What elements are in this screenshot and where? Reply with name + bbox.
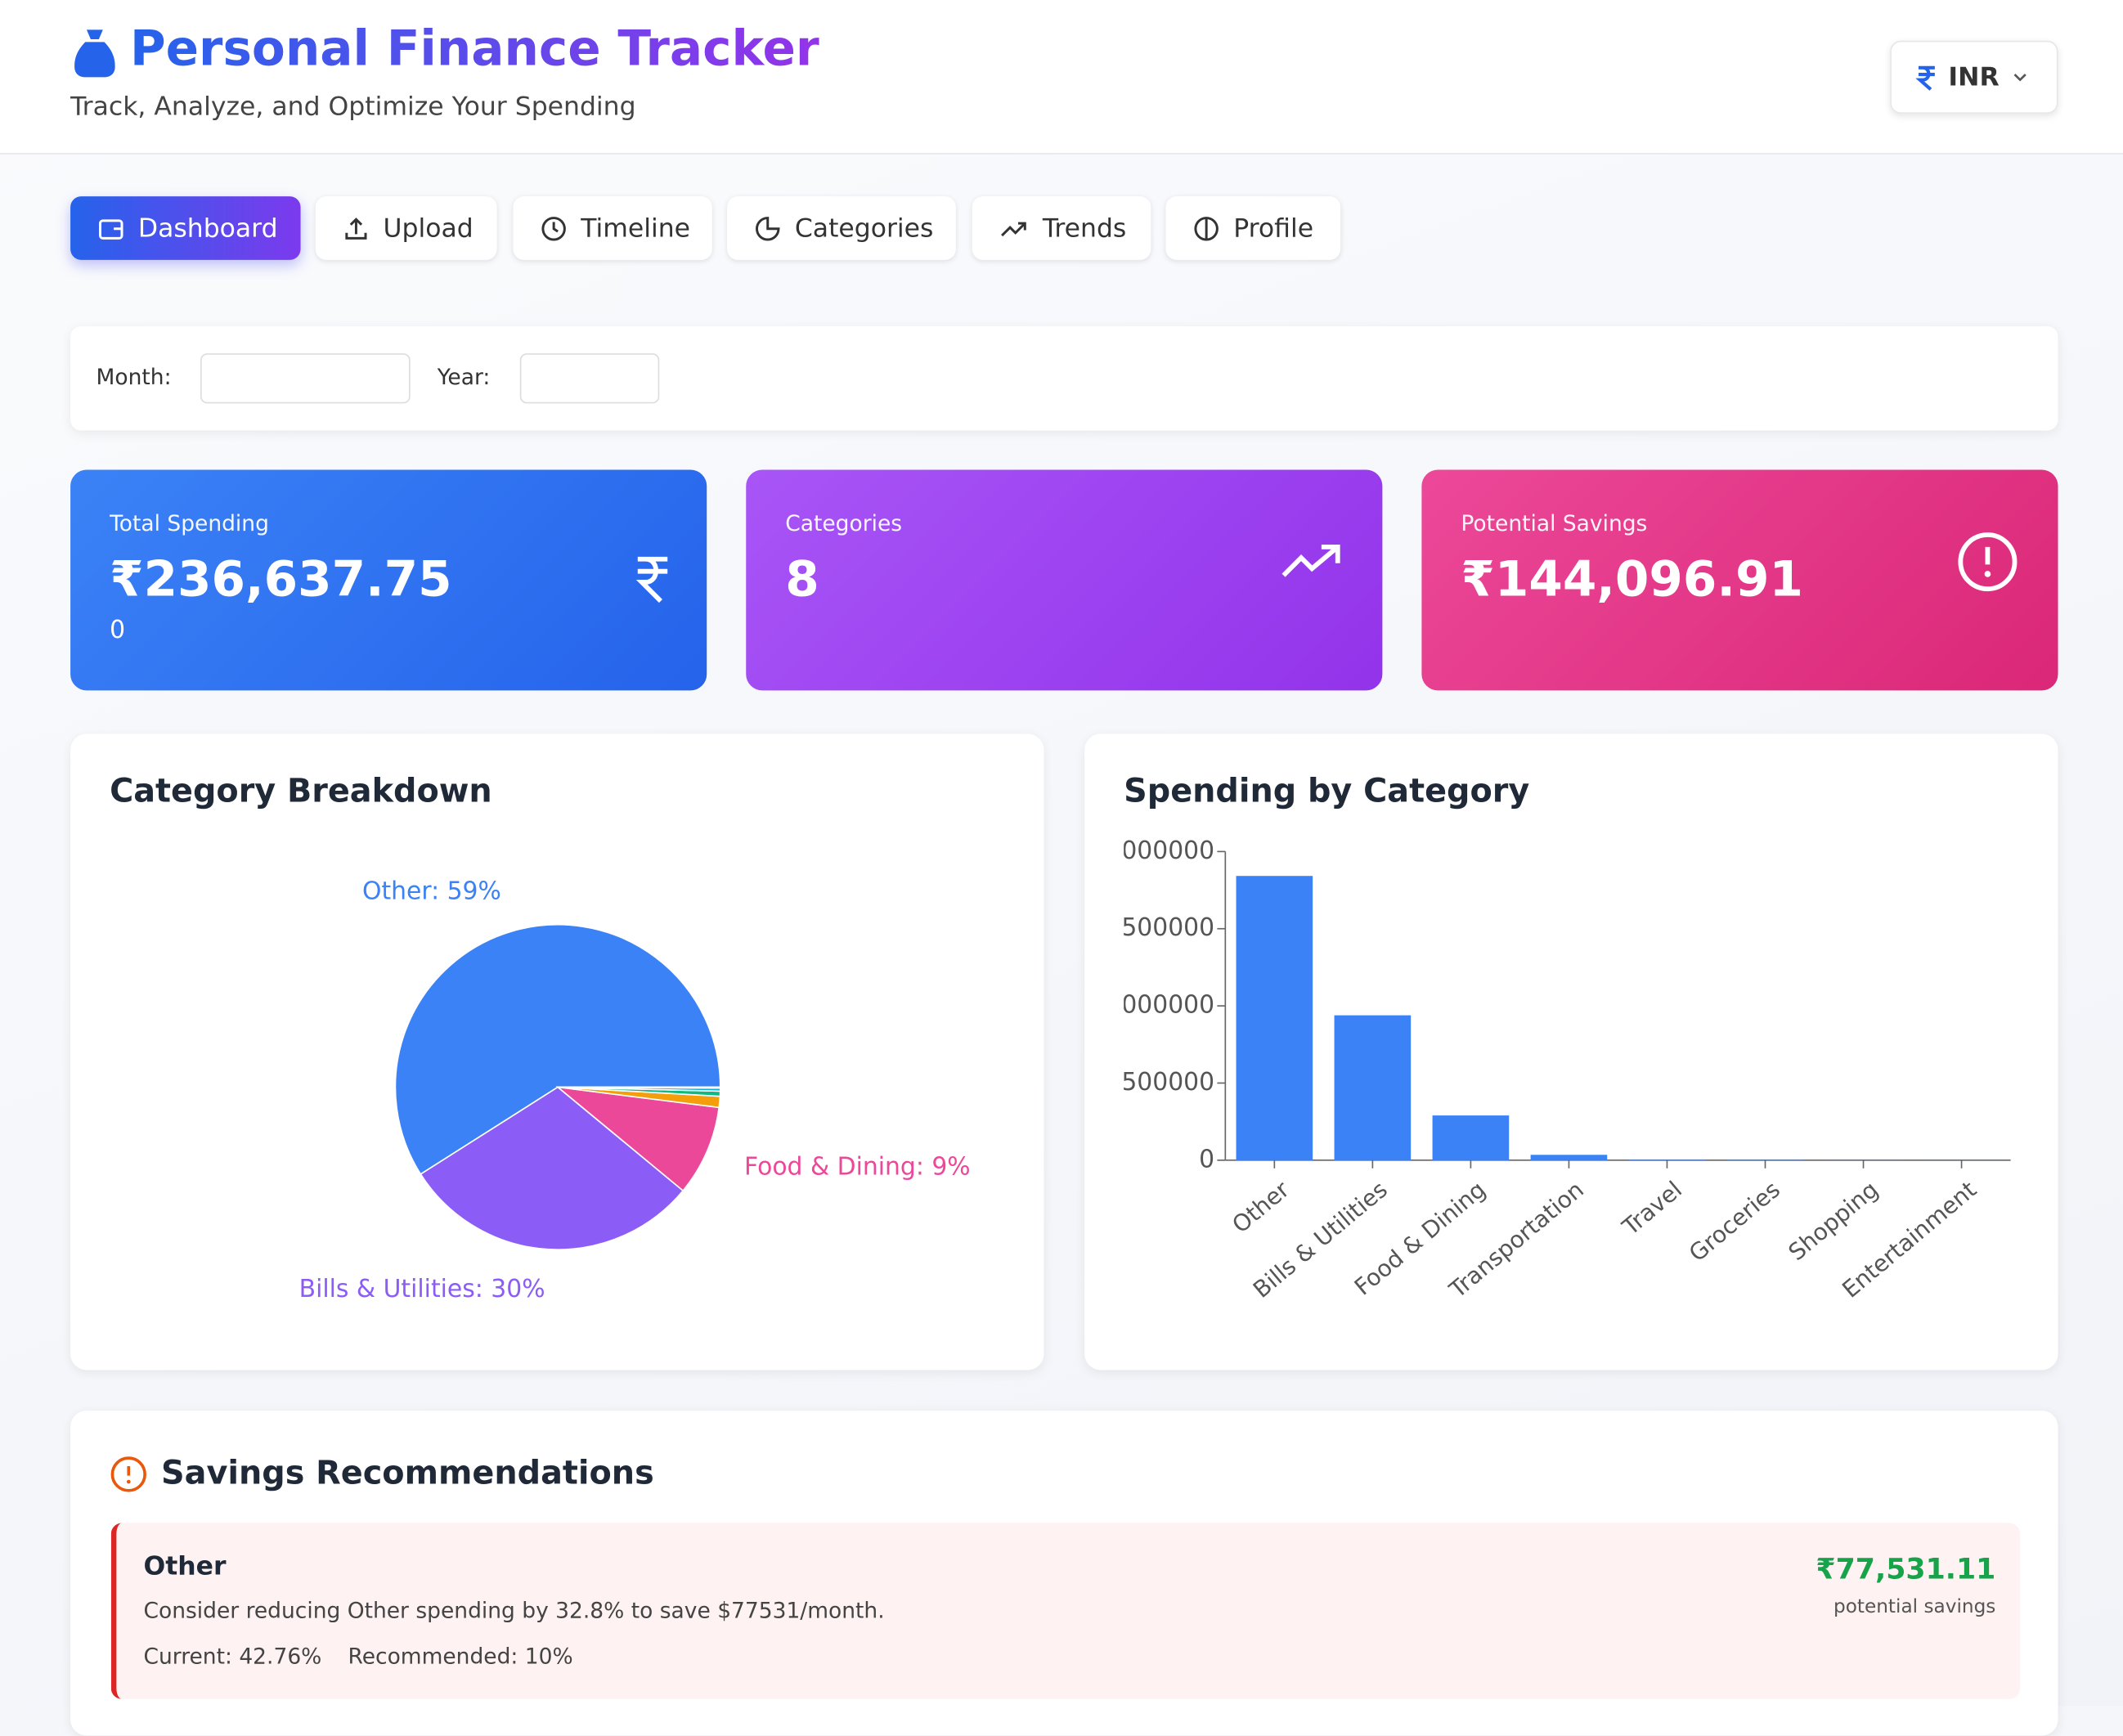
- pie-label: Food & Dining: 9%: [744, 1153, 971, 1182]
- pie-label: Other: 59%: [362, 877, 501, 905]
- chart-title: Spending by Category: [1124, 773, 1529, 810]
- y-tick-label: 0: [1199, 1145, 1214, 1173]
- y-tick-label: 500000: [1121, 1068, 1214, 1097]
- chart-title: Category Breakdown: [110, 773, 492, 810]
- y-tick-label: 2000000: [1106, 837, 1214, 865]
- x-tick-label: Shopping: [1784, 1176, 1883, 1266]
- y-tick-label: 1000000: [1106, 991, 1214, 1020]
- x-tick-label: Travel: [1617, 1176, 1687, 1241]
- x-tick-label: Other: [1227, 1176, 1295, 1239]
- y-tick-label: 1500000: [1106, 913, 1214, 942]
- bar: [1433, 1115, 1510, 1160]
- bar: [1531, 1155, 1608, 1160]
- bar: [1237, 876, 1313, 1160]
- pie-label: Bills & Utilities: 30%: [299, 1275, 545, 1303]
- x-tick-label: Groceries: [1684, 1176, 1785, 1267]
- bar: [1335, 1016, 1412, 1160]
